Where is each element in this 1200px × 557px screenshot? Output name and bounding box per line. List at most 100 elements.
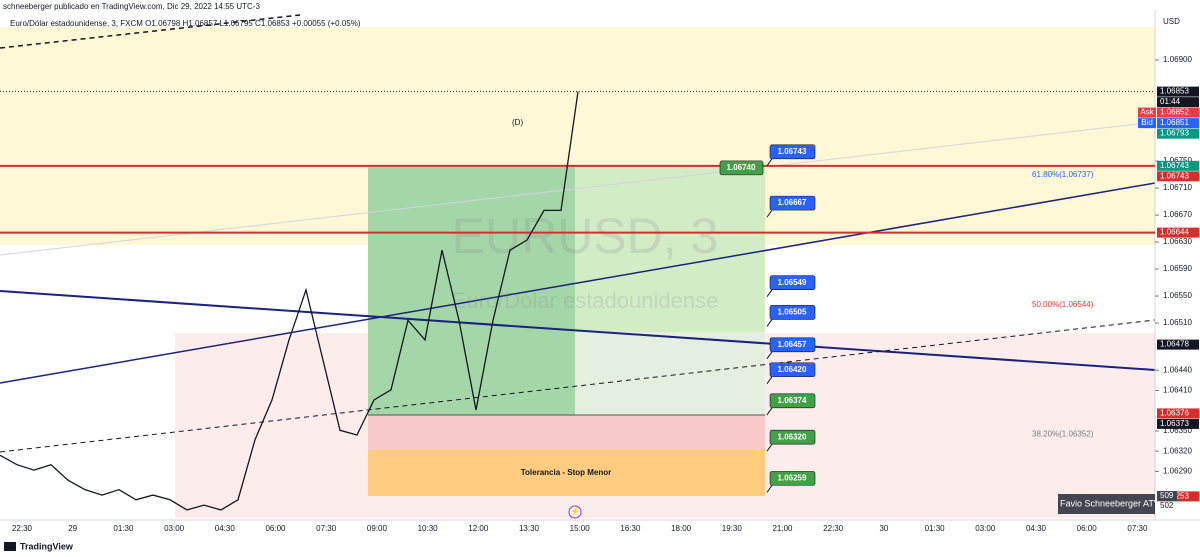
y-tick-label: 1.06590 [1163,264,1192,273]
author-box [1058,494,1155,514]
brand-logo [4,542,16,551]
price-tag-label: 1.06743 [1160,171,1189,180]
y-tick-label: 1.06550 [1163,291,1192,300]
author-label: Favio Schneeberger ATVip [1060,498,1167,508]
x-tick-label: 03:00 [164,524,185,533]
watermark-symbol: EURUSD, 3 [452,208,719,264]
price-tag-label: 1.06743 [1160,161,1189,170]
y-tick-label: 1.06710 [1163,183,1192,192]
level-label: 1.06420 [778,365,807,374]
level-connector [766,485,773,493]
currency: USD [1163,17,1180,26]
x-tick-label: 29 [68,524,77,533]
entry-label-box [719,160,764,176]
x-tick-label: 16:30 [620,524,641,533]
x-tick-label: 22:30 [12,524,33,533]
profit-zone-light [575,166,765,332]
price-tag-label: 01:44 [1160,97,1181,106]
price-tag [1157,408,1199,419]
y-tick-label: 1.06510 [1163,318,1192,327]
publisher-line: schneeberger publicado en TradingView.co… [3,2,260,11]
volume-tag [1157,491,1177,501]
x-tick-label: 01:30 [113,524,134,533]
watermark-name: Euro/Dólar estadounidense [452,288,719,313]
level-label: 1.06743 [778,147,807,156]
x-tick-label: 10:30 [418,524,439,533]
level-label: 1.06667 [778,198,807,207]
level-connector [766,376,773,385]
level-label: 1.06374 [778,396,807,405]
price-tag-label: 1.06851 [1160,118,1189,127]
level-label-box [769,429,816,445]
price-tag [1157,160,1199,171]
price-tag-label: 1.06852 [1160,108,1189,117]
y-tick-label: 1.06630 [1163,237,1192,246]
price-tag [1157,491,1199,502]
price-tag-label: 1.06478 [1160,340,1189,349]
price-tag-side [1138,107,1156,118]
x-tick-label: 06:00 [265,524,286,533]
x-tick-label: 13:30 [519,524,540,533]
price-tag-side-label: Ask [1140,108,1154,117]
event-icon[interactable] [568,505,582,519]
price-tag-side-label: Bid [1141,118,1153,127]
price-tag-label: 1.06376 [1160,409,1189,418]
dynamic-layer: EURUSD, 3 Euro/Dólar estadounidense 1.0690… [0,55,1199,533]
volume-b: 502 [1160,501,1174,510]
x-tick-label: 01:30 [925,524,946,533]
price-tag [1157,227,1199,238]
price-tag-label: 1.06793 [1160,129,1189,138]
x-tick-label: 04:30 [1026,524,1047,533]
brand: TradingView [20,541,74,551]
x-tick-label: 15:00 [570,524,591,533]
x-tick-label: 30 [879,524,888,533]
x-tick-label: 04:30 [215,524,236,533]
level-label-box [769,275,816,291]
level-label-box [769,362,816,378]
price-tag [1157,86,1199,97]
x-tick-label: 21:00 [772,524,793,533]
level-label-box [769,393,816,409]
fib-label: 61.80%(1.06737) [1032,170,1094,179]
x-tick-label: 18:00 [671,524,692,533]
price-tag-side [1138,118,1156,129]
level-connector [766,443,773,452]
price-line [0,91,579,511]
fib-label: 38.20%(1.06352) [1032,430,1094,439]
tolerance-zone [368,450,765,496]
fib-label: 50.00%(1.06544) [1032,300,1094,309]
stop-zone [368,415,765,450]
price-tag [1157,128,1199,139]
y-tick-label: 1.06320 [1163,446,1192,455]
y-tick-label: 1.06670 [1163,210,1192,219]
x-tick-label: 19:30 [722,524,743,533]
profit-zone-dark [368,166,575,415]
level-label: 1.06505 [778,308,807,317]
event-icon-glyph: ⚡ [570,506,580,516]
level-connector [766,407,773,416]
price-tag [1157,97,1199,108]
trend-line-down [0,290,1156,371]
x-tick-label: 06:00 [1077,524,1098,533]
wave-label: (D) [512,118,523,127]
level-connector [766,209,773,218]
x-tick-label: 07:30 [316,524,337,533]
level-connector [766,351,773,360]
level-label: 1.06259 [778,473,807,482]
volume-a: 509 [1160,491,1174,500]
price-tag [1157,339,1199,350]
symbol-legend: Euro/Dólar estadounidense, 3, FXCM O1.06… [10,19,361,28]
price-tag-label: 1.06644 [1160,228,1189,237]
level-label-box [769,144,816,160]
price-tag [1157,171,1199,182]
level-label-box [769,195,816,211]
level-connector [766,158,773,167]
y-tick-label: 1.06290 [1163,467,1192,476]
y-tick-label: 1.06900 [1163,55,1192,64]
trend-line-up [0,182,1156,384]
zone-label: Tolerancia - Stop Menor [521,468,612,477]
entry-label: 1.06740 [727,163,756,172]
level-label-box [769,471,816,486]
level-label: 1.06320 [778,432,807,441]
